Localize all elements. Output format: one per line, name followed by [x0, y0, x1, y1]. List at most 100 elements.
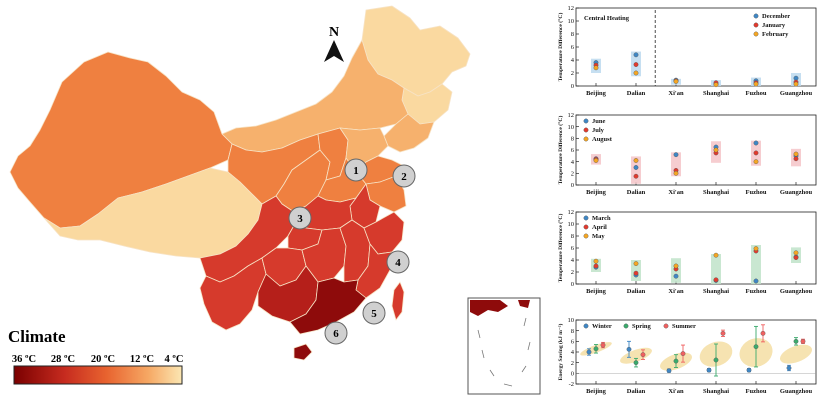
- legend-marker: [583, 118, 589, 124]
- data-point: [793, 151, 799, 157]
- legend-label: July: [592, 127, 605, 134]
- legend-label: February: [762, 31, 789, 38]
- data-point: [633, 62, 639, 67]
- climate-legend: Climate 36 ºC 28 ºC 20 ºC 12 ºC 4 ºC: [8, 327, 184, 385]
- data-point: [626, 346, 632, 352]
- china-climate-map: N 1 2 3 4 5 6 Climate 36 ºC 28 ºC 20 ºC …: [8, 5, 541, 395]
- legend-title: Climate: [8, 327, 66, 346]
- data-point: [586, 349, 592, 355]
- data-point: [633, 70, 639, 76]
- data-point: [786, 365, 792, 371]
- x-tick-label: Fuzhou: [746, 189, 767, 196]
- legend-label: Winter: [592, 323, 612, 330]
- y-axis-label: Energy Saving (kJ m⁻²): [557, 324, 564, 381]
- y-tick-label: 2: [571, 269, 574, 276]
- y-tick-label: 8: [571, 31, 574, 38]
- data-point: [713, 252, 719, 258]
- y-tick-label: 4: [571, 57, 575, 64]
- city-marker-label: 3: [297, 213, 303, 225]
- city-marker-2[interactable]: 2: [392, 164, 416, 188]
- city-marker-3[interactable]: 3: [288, 206, 312, 230]
- legend-label: Spring: [632, 323, 652, 330]
- south-china-sea-inset: [467, 297, 541, 395]
- data-point: [633, 270, 639, 276]
- y-tick-label: -2: [569, 381, 574, 388]
- data-point: [673, 273, 679, 279]
- x-tick-label: Guangzhou: [780, 288, 813, 295]
- y-tick-label: 10: [568, 124, 575, 131]
- data-point: [793, 255, 799, 261]
- range-band: [631, 260, 641, 281]
- data-point: [713, 357, 719, 363]
- city-marker-1[interactable]: 1: [344, 158, 368, 182]
- y-tick-label: 6: [571, 339, 575, 346]
- data-point: [600, 342, 606, 348]
- city-marker-6[interactable]: 6: [324, 321, 348, 345]
- legend-colorbar: [13, 365, 183, 385]
- data-point: [713, 147, 719, 153]
- y-tick-label: 0: [571, 371, 574, 378]
- legend-tick: 20 ºC: [91, 354, 115, 365]
- city-marker-4[interactable]: 4: [386, 250, 410, 274]
- legend-tick: 28 ºC: [51, 354, 75, 365]
- data-point: [633, 173, 639, 179]
- legend-label: August: [592, 136, 613, 143]
- x-tick-label: Shanghai: [703, 288, 729, 295]
- city-marker-5[interactable]: 5: [362, 301, 386, 325]
- x-tick-label: Dalian: [627, 90, 646, 97]
- data-point: [753, 140, 759, 146]
- data-point: [673, 79, 679, 84]
- legend-marker: [583, 233, 589, 239]
- chart-annotation: Central Heating: [584, 15, 630, 22]
- legend-marker: [663, 323, 669, 329]
- legend-tick: 12 ºC: [130, 354, 154, 365]
- legend-marker: [623, 323, 629, 329]
- data-point: [633, 52, 639, 58]
- data-point: [753, 344, 759, 350]
- x-tick-label: Beijing: [586, 90, 607, 97]
- y-tick-label: 6: [571, 147, 575, 154]
- y-tick-label: 12: [568, 209, 575, 216]
- legend-ticks: 36 ºC 28 ºC 20 ºC 12 ºC 4 ºC: [12, 354, 184, 365]
- x-tick-label: Dalian: [627, 388, 646, 395]
- y-tick-label: 4: [571, 349, 575, 356]
- y-tick-label: 10: [568, 317, 575, 324]
- city-marker-label: 1: [353, 165, 359, 177]
- y-tick-label: 2: [571, 171, 574, 178]
- y-tick-label: 4: [571, 257, 575, 264]
- range-band: [711, 254, 721, 284]
- x-tick-label: Shanghai: [703, 90, 729, 97]
- x-tick-label: Fuzhou: [746, 388, 767, 395]
- north-arrow-icon: [324, 40, 344, 62]
- x-tick-label: Guangzhou: [780, 189, 813, 196]
- range-band: [671, 152, 681, 177]
- x-tick-label: Fuzhou: [746, 288, 767, 295]
- legend-marker: [753, 31, 759, 37]
- city-marker-label: 2: [401, 171, 407, 183]
- y-axis-label: Temperature Difference (°C): [557, 214, 564, 283]
- data-point: [713, 82, 719, 88]
- data-point: [593, 158, 599, 163]
- legend-label: April: [592, 224, 607, 231]
- data-point: [673, 152, 679, 158]
- x-tick-label: Beijing: [586, 288, 607, 295]
- y-tick-label: 8: [571, 136, 574, 143]
- y-axis-label: Temperature Difference (°C): [557, 116, 564, 185]
- y-tick-label: 12: [568, 5, 575, 12]
- data-point: [753, 81, 759, 87]
- data-point: [746, 367, 752, 373]
- y-tick-label: 10: [568, 221, 575, 228]
- region-guangdong: [289, 277, 367, 335]
- north-label: N: [329, 25, 339, 40]
- data-point: [753, 278, 759, 284]
- data-point: [706, 367, 712, 373]
- y-tick-label: 6: [571, 44, 575, 51]
- legend-tick: 4 ºC: [165, 354, 184, 365]
- y-tick-label: 6: [571, 245, 575, 252]
- x-tick-label: Guangzhou: [780, 388, 813, 395]
- x-tick-label: Dalian: [627, 288, 646, 295]
- y-tick-label: 8: [571, 233, 574, 240]
- data-point: [593, 346, 599, 352]
- legend-marker: [583, 215, 589, 221]
